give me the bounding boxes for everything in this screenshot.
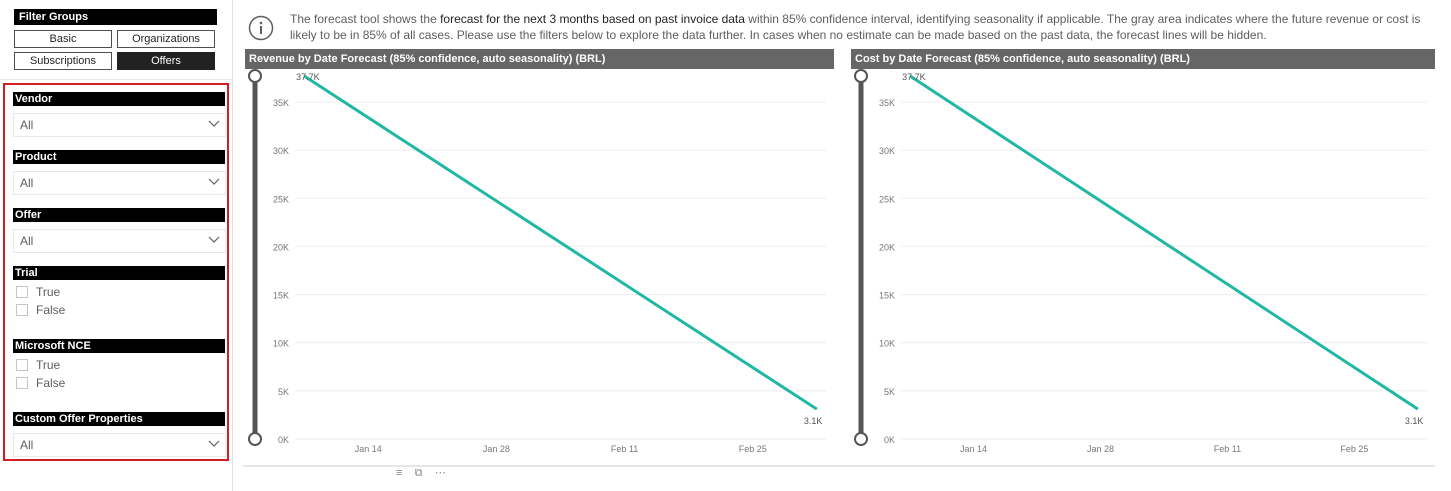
zoom-slider-handle-top bbox=[248, 69, 262, 83]
product-dropdown-value: All bbox=[20, 176, 34, 190]
y-tick-label: 25K bbox=[879, 194, 895, 204]
product-dropdown[interactable]: All bbox=[13, 171, 226, 195]
x-tick-label: Feb 11 bbox=[611, 444, 638, 454]
revenue-chart-title: Revenue by Date Forecast (85% confidence… bbox=[245, 49, 834, 69]
checkbox-icon bbox=[16, 285, 28, 298]
more-options-icon[interactable]: ⋯ bbox=[434, 467, 446, 479]
y-tick-label: 0K bbox=[278, 435, 289, 445]
microsoft-nce-filter-label: Microsoft NCE bbox=[13, 339, 225, 353]
chevron-down-icon bbox=[208, 440, 220, 447]
focus-mode-icon[interactable]: ⧉ bbox=[414, 467, 423, 479]
filter-group-subscriptions-button[interactable]: Subscriptions bbox=[14, 52, 112, 70]
cost-chart-title: Cost by Date Forecast (85% confidence, a… bbox=[851, 49, 1435, 69]
y-tick-label: 5K bbox=[884, 387, 895, 397]
chevron-down-icon bbox=[208, 120, 220, 127]
data-label-start: 37.7K bbox=[296, 72, 320, 82]
x-tick-label: Jan 14 bbox=[355, 444, 382, 454]
zoom-slider-handle-top bbox=[854, 69, 868, 83]
nce-false-label: False bbox=[36, 376, 66, 390]
vendor-dropdown[interactable]: All bbox=[13, 113, 226, 137]
filter-group-basic-button[interactable]: Basic bbox=[14, 30, 112, 48]
y-tick-label: 0K bbox=[884, 435, 895, 445]
checkbox-icon bbox=[16, 358, 28, 371]
x-tick-label: Feb 25 bbox=[1340, 444, 1368, 454]
chevron-down-icon bbox=[208, 178, 220, 185]
x-tick-label: Jan 28 bbox=[1087, 444, 1114, 454]
filter-group-offers-button[interactable]: Offers bbox=[117, 52, 215, 70]
y-tick-label: 15K bbox=[273, 291, 289, 301]
zoom-slider-handle-bottom bbox=[854, 432, 868, 446]
filter-panel: Filter Groups Basic Organizations Subscr… bbox=[0, 0, 233, 491]
y-tick-label: 20K bbox=[879, 242, 895, 252]
product-filter-label: Product bbox=[13, 150, 225, 164]
y-tick-label: 5K bbox=[278, 387, 289, 397]
filter-icon[interactable]: ≡ bbox=[396, 467, 403, 479]
y-tick-label: 20K bbox=[273, 242, 289, 252]
forecast-line bbox=[303, 74, 818, 411]
trial-false-label: False bbox=[36, 303, 66, 317]
x-tick-label: Jan 14 bbox=[960, 444, 987, 454]
trial-filter-label: Trial bbox=[13, 266, 225, 280]
offer-dropdown-value: All bbox=[20, 234, 34, 248]
forecast-line bbox=[909, 74, 1419, 411]
y-tick-label: 25K bbox=[273, 194, 289, 204]
divider bbox=[0, 79, 232, 80]
revenue-forecast-chart[interactable]: 0K 5K 10K 15K 20K 25K 30K 35K Jan 14 Jan 28 Feb 11… bbox=[243, 69, 838, 461]
filter-groups-title: Filter Groups bbox=[14, 9, 217, 25]
chevron-down-icon bbox=[208, 236, 220, 243]
offer-filters-box: Vendor All Product All Offer All Trial T… bbox=[3, 83, 229, 461]
x-tick-label: Jan 28 bbox=[483, 444, 510, 454]
y-tick-label: 30K bbox=[273, 146, 289, 156]
info-icon bbox=[248, 15, 274, 41]
y-tick-label: 10K bbox=[273, 339, 289, 349]
offer-filter-label: Offer bbox=[13, 208, 225, 222]
y-tick-label: 35K bbox=[273, 98, 289, 108]
data-label-end: 3.1K bbox=[804, 416, 823, 426]
y-tick-label: 35K bbox=[879, 98, 895, 108]
cost-forecast-chart[interactable]: 0K 5K 10K 15K 20K 25K 30K 35K Jan 14 Jan 28 Feb 11… bbox=[849, 69, 1439, 461]
checkbox-icon bbox=[16, 376, 28, 389]
x-tick-label: Feb 25 bbox=[739, 444, 767, 454]
custom-offer-properties-dropdown[interactable]: All bbox=[13, 433, 226, 457]
y-tick-label: 30K bbox=[879, 146, 895, 156]
info-text-highlight: forecast for the next 3 months based on … bbox=[440, 12, 745, 26]
vendor-dropdown-value: All bbox=[20, 118, 34, 132]
custom-offer-properties-label: Custom Offer Properties bbox=[13, 412, 225, 426]
data-label-start: 37.7K bbox=[902, 72, 926, 82]
offer-dropdown[interactable]: All bbox=[13, 229, 226, 253]
y-tick-label: 15K bbox=[879, 291, 895, 301]
data-label-end: 3.1K bbox=[1405, 416, 1424, 426]
filter-group-organizations-button[interactable]: Organizations bbox=[117, 30, 215, 48]
x-tick-label: Feb 11 bbox=[1214, 444, 1241, 454]
vendor-filter-label: Vendor bbox=[13, 92, 225, 106]
custom-offer-properties-value: All bbox=[20, 438, 34, 452]
trial-true-checkbox[interactable]: True bbox=[16, 285, 60, 299]
info-text-part: The forecast tool shows the bbox=[290, 12, 441, 26]
divider bbox=[243, 465, 1435, 467]
checkbox-icon bbox=[16, 303, 28, 316]
nce-true-checkbox[interactable]: True bbox=[16, 358, 60, 372]
trial-false-checkbox[interactable]: False bbox=[16, 303, 65, 317]
zoom-slider-handle-bottom bbox=[248, 432, 262, 446]
info-description: The forecast tool shows the forecast for… bbox=[290, 11, 1430, 43]
nce-true-label: True bbox=[36, 358, 61, 372]
nce-false-checkbox[interactable]: False bbox=[16, 376, 65, 390]
trial-true-label: True bbox=[36, 285, 61, 299]
info-text-part: within 85% confidence interval, identify… bbox=[290, 12, 1421, 42]
visual-footer-icons: ≡ ⧉ ⋯ bbox=[396, 466, 446, 480]
y-tick-label: 10K bbox=[879, 339, 895, 349]
